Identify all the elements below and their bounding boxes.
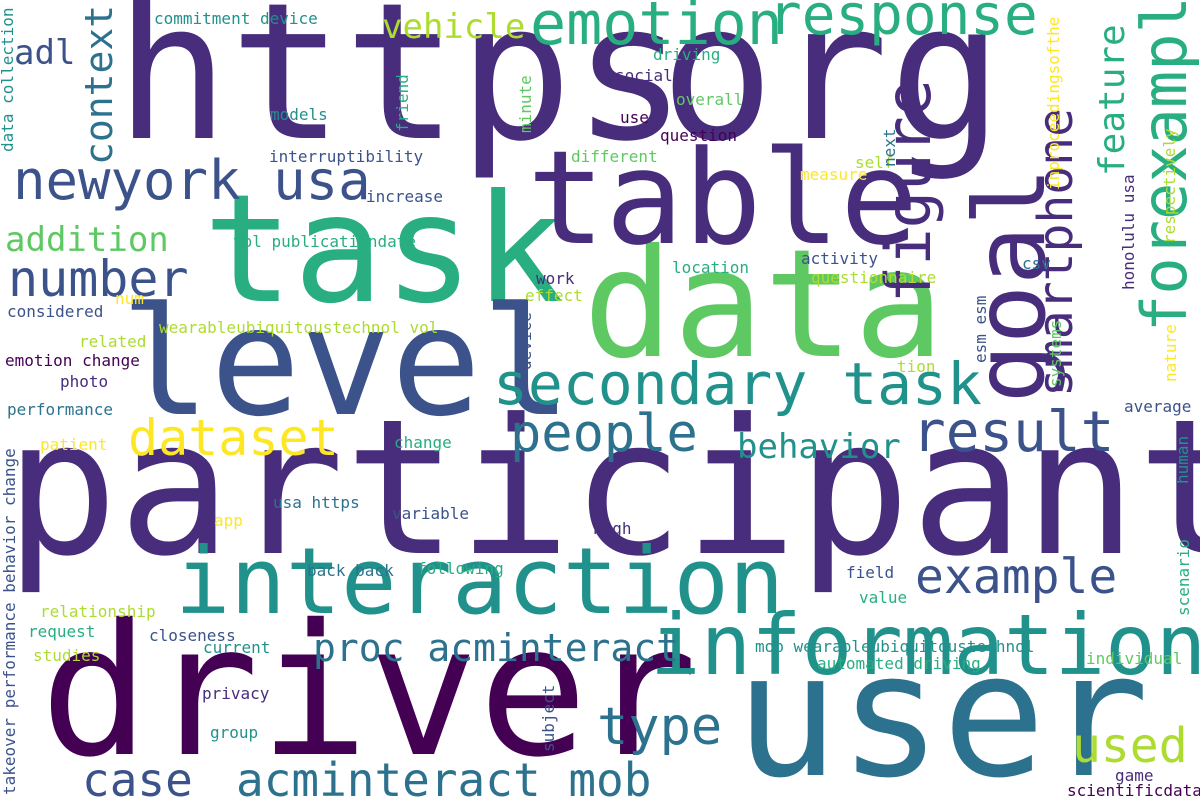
word-people: people: [510, 404, 698, 464]
word-table: table: [527, 122, 919, 274]
word-group: group: [210, 723, 259, 742]
word-self: self: [855, 153, 894, 172]
word-studies: studies: [33, 646, 101, 665]
word-secondary-task: secondary task: [493, 350, 982, 418]
word-social: social: [615, 66, 673, 85]
word-measure: measure: [800, 165, 868, 184]
word-inproceedingsofthe: inproceedingsofthe: [1044, 16, 1063, 190]
word-question: question: [660, 126, 738, 145]
word-esm-esm: esm esm: [971, 295, 990, 363]
word-value: value: [859, 588, 908, 607]
word-case: case: [82, 753, 193, 800]
word-response: response: [768, 0, 1038, 48]
word-patient: patient: [40, 435, 108, 454]
word-vol-publicationdate: vol publicationdate: [233, 232, 417, 251]
word-back-back: back back: [307, 561, 394, 580]
word-photo: photo: [60, 372, 109, 391]
word-effect: effect: [525, 286, 583, 305]
word-systems: systems: [1046, 319, 1065, 387]
word-commitment-device: commitment device: [154, 9, 318, 28]
word-emotion-change: emotion change: [5, 351, 140, 370]
word-different: different: [571, 147, 658, 166]
word-field: field: [846, 563, 895, 582]
word-current: current: [203, 638, 271, 657]
word-interaction: interaction: [175, 528, 785, 635]
word-takeover-performance-behavior-change: takeover performance behavior change: [0, 448, 19, 795]
word-following: following: [417, 559, 504, 578]
word-addition: addition: [5, 220, 169, 260]
word-game: game: [1115, 766, 1154, 785]
word-data: data: [583, 218, 945, 392]
word-newyork-usa: newyork usa: [13, 149, 371, 212]
word-data-collection: data collection: [0, 7, 17, 153]
word-participant: participant: [5, 379, 1200, 598]
word-performance: performance: [7, 400, 113, 419]
word-used: used: [1072, 718, 1188, 774]
word-increase: increase: [366, 187, 444, 206]
word-scenario: scenario: [1174, 538, 1193, 616]
word-interruptibility: interruptibility: [269, 147, 424, 166]
word-subject: subject: [539, 684, 558, 752]
word-csv: csv: [1022, 254, 1051, 273]
word-use: use: [620, 108, 649, 127]
word-relationship: relationship: [40, 602, 156, 621]
word-org: org: [660, 0, 1004, 183]
word-request: request: [28, 622, 96, 641]
word-mob-wearableubiquitoustechnol: mob wearableubiquitoustechnol: [755, 637, 1035, 656]
word-task: task: [203, 163, 565, 337]
word-number: number: [8, 250, 189, 308]
word-overall: overall: [676, 90, 744, 109]
word-related: related: [79, 332, 147, 351]
word-tion: tion: [897, 357, 936, 376]
word-considered: considered: [7, 302, 104, 321]
word-acminteract-mob: acminteract mob: [236, 753, 652, 800]
word-wearableubiquitoustechnol-vol: wearableubiquitoustechnol vol: [159, 318, 439, 337]
word-questionnaire: questionnaire: [811, 268, 937, 287]
word-proc-acminteract: proc acminteract: [313, 626, 680, 670]
word-models: models: [270, 105, 328, 124]
word-change: change: [394, 433, 452, 452]
word-variable: variable: [392, 504, 470, 523]
word-location: location: [672, 258, 750, 277]
word-adl: adl: [14, 33, 76, 73]
word-friend: friend: [393, 74, 412, 132]
word-behavior: behavior: [737, 427, 901, 467]
word-vehicle: vehicle: [382, 7, 526, 47]
word-type: type: [597, 697, 723, 757]
word-num: num: [115, 289, 144, 308]
word-honolulu-usa: honolulu usa: [1119, 174, 1138, 290]
word-work: work: [536, 269, 575, 288]
word-closeness: closeness: [149, 626, 236, 645]
word-automated-driving: automated driving: [817, 654, 981, 673]
word-high: high: [593, 519, 632, 538]
word-emotion: emotion: [530, 0, 783, 59]
word-nature: nature: [1161, 324, 1180, 382]
word-device: device: [516, 312, 535, 370]
word-app: app: [214, 511, 243, 530]
word-driver: driver: [40, 585, 698, 797]
word-minute: minute: [516, 75, 535, 133]
word-level: level: [120, 276, 572, 450]
word-usa-https: usa https: [273, 493, 360, 512]
word-activity: activity: [801, 249, 879, 268]
word-individual: individual: [1086, 649, 1183, 668]
word-feature: feature: [1092, 24, 1133, 176]
word-context: context: [77, 4, 121, 165]
word-respectively: respectively: [1160, 128, 1179, 244]
word-dataset: dataset: [128, 409, 339, 467]
word-average: average: [1124, 397, 1192, 416]
word-driving: driving: [653, 45, 721, 64]
word-human: human: [1173, 435, 1192, 484]
word-example: example: [915, 549, 1118, 605]
word-result: result: [912, 400, 1115, 465]
word-privacy: privacy: [202, 684, 270, 703]
word-information: information: [650, 596, 1200, 694]
word-user: user: [735, 615, 1150, 800]
word-https: https: [115, 0, 687, 183]
word-next: next: [880, 128, 899, 167]
word-scientificdata: scientificdata: [1067, 781, 1200, 800]
